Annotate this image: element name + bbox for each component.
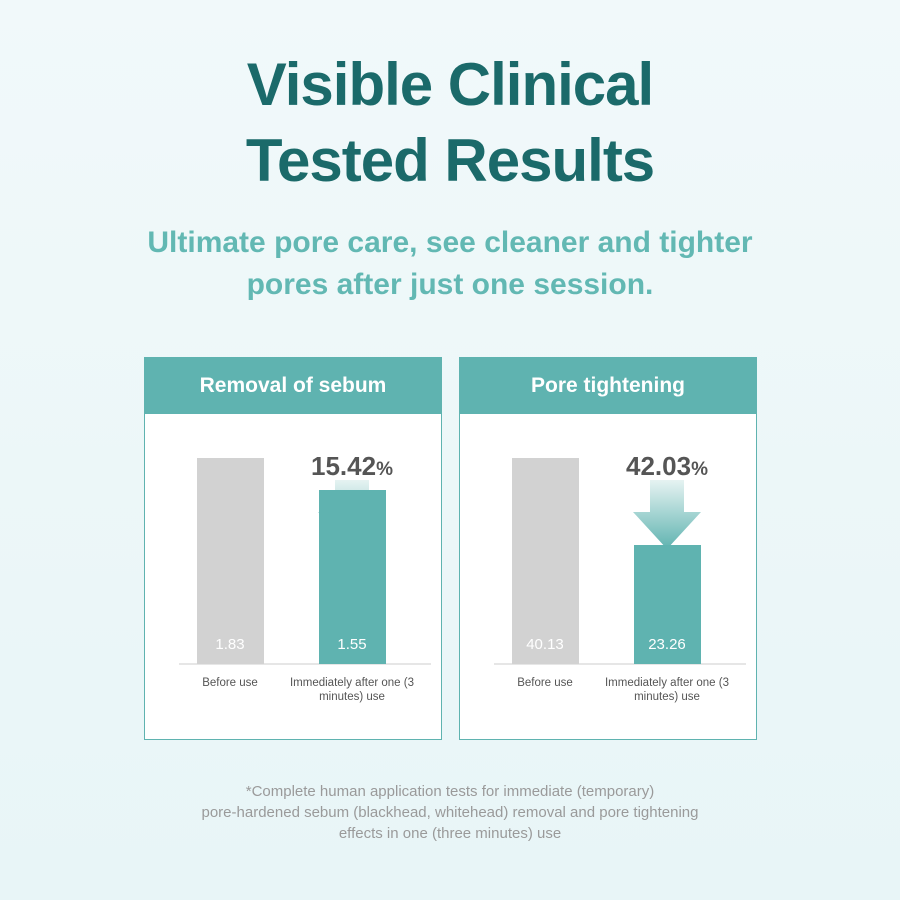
subtitle: Ultimate pore care, see cleaner and tigh…: [147, 226, 753, 259]
footnote: effects in one (three minutes) use: [338, 825, 562, 842]
value-label: 1.55: [337, 636, 367, 653]
bar: [196, 458, 264, 664]
value-label: 23.26: [648, 636, 686, 653]
annotation: 15.42%: [272, 451, 432, 482]
chart-decor: [494, 480, 746, 665]
chart-panel: Pore tightening 40.13 Before use 23.26 Immed…: [459, 357, 757, 740]
chart-title: Removal of sebum: [145, 358, 441, 414]
arrow: [633, 480, 701, 549]
category-label: Before use: [202, 677, 258, 689]
footnote: *Complete human application tests for im…: [245, 783, 655, 800]
annotation-value: 42.03: [626, 451, 692, 481]
bar: [318, 489, 386, 664]
annotation-unit: %: [376, 459, 393, 480]
title: Tested Results: [245, 127, 655, 194]
value-label: 40.13: [526, 636, 564, 653]
annotation-unit: %: [691, 459, 708, 480]
title: Visible Clinical: [246, 51, 654, 118]
bar: [511, 458, 579, 664]
annotation-value: 15.42: [311, 451, 377, 481]
category-label: Before use: [517, 677, 573, 689]
subtitle: pores after just one session.: [246, 268, 654, 301]
footnote: pore-hardened sebum (blackhead, whitehea…: [201, 804, 699, 821]
value-label: 1.83: [215, 636, 245, 653]
chart-panel: Removal of sebum 1.83 Before use 1.55 Immedi…: [144, 357, 442, 740]
bar: [633, 544, 701, 664]
chart-title: Pore tightening: [460, 358, 756, 414]
annotation: 42.03%: [587, 451, 747, 482]
category-label: Immediately after one (3 minutes) use: [289, 677, 414, 703]
category-label: Immediately after one (3 minutes) use: [604, 677, 729, 703]
